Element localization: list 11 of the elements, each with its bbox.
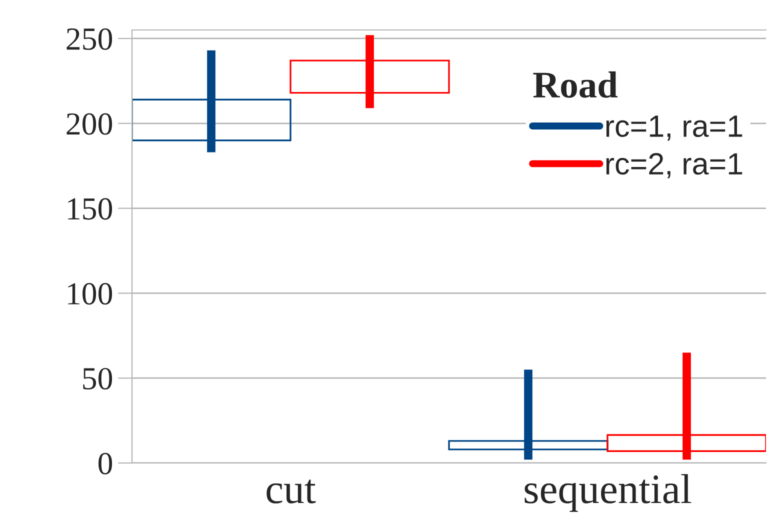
legend-label: rc=2, ra=1 [606,153,742,178]
legend-label: rc=1, ra=1 [606,116,742,141]
y-tick-label: 50 [83,368,112,390]
y-tick-label: 150 [68,198,112,220]
y-tick-label: 100 [68,283,112,305]
y-tick-label: 200 [66,113,112,135]
legend-title: Road [533,71,618,98]
y-tick-label: 250 [66,28,112,50]
y-tick-label: 0 [98,452,112,474]
x-tick-label: cut [266,480,316,504]
x-tick-label: sequential [524,474,692,512]
